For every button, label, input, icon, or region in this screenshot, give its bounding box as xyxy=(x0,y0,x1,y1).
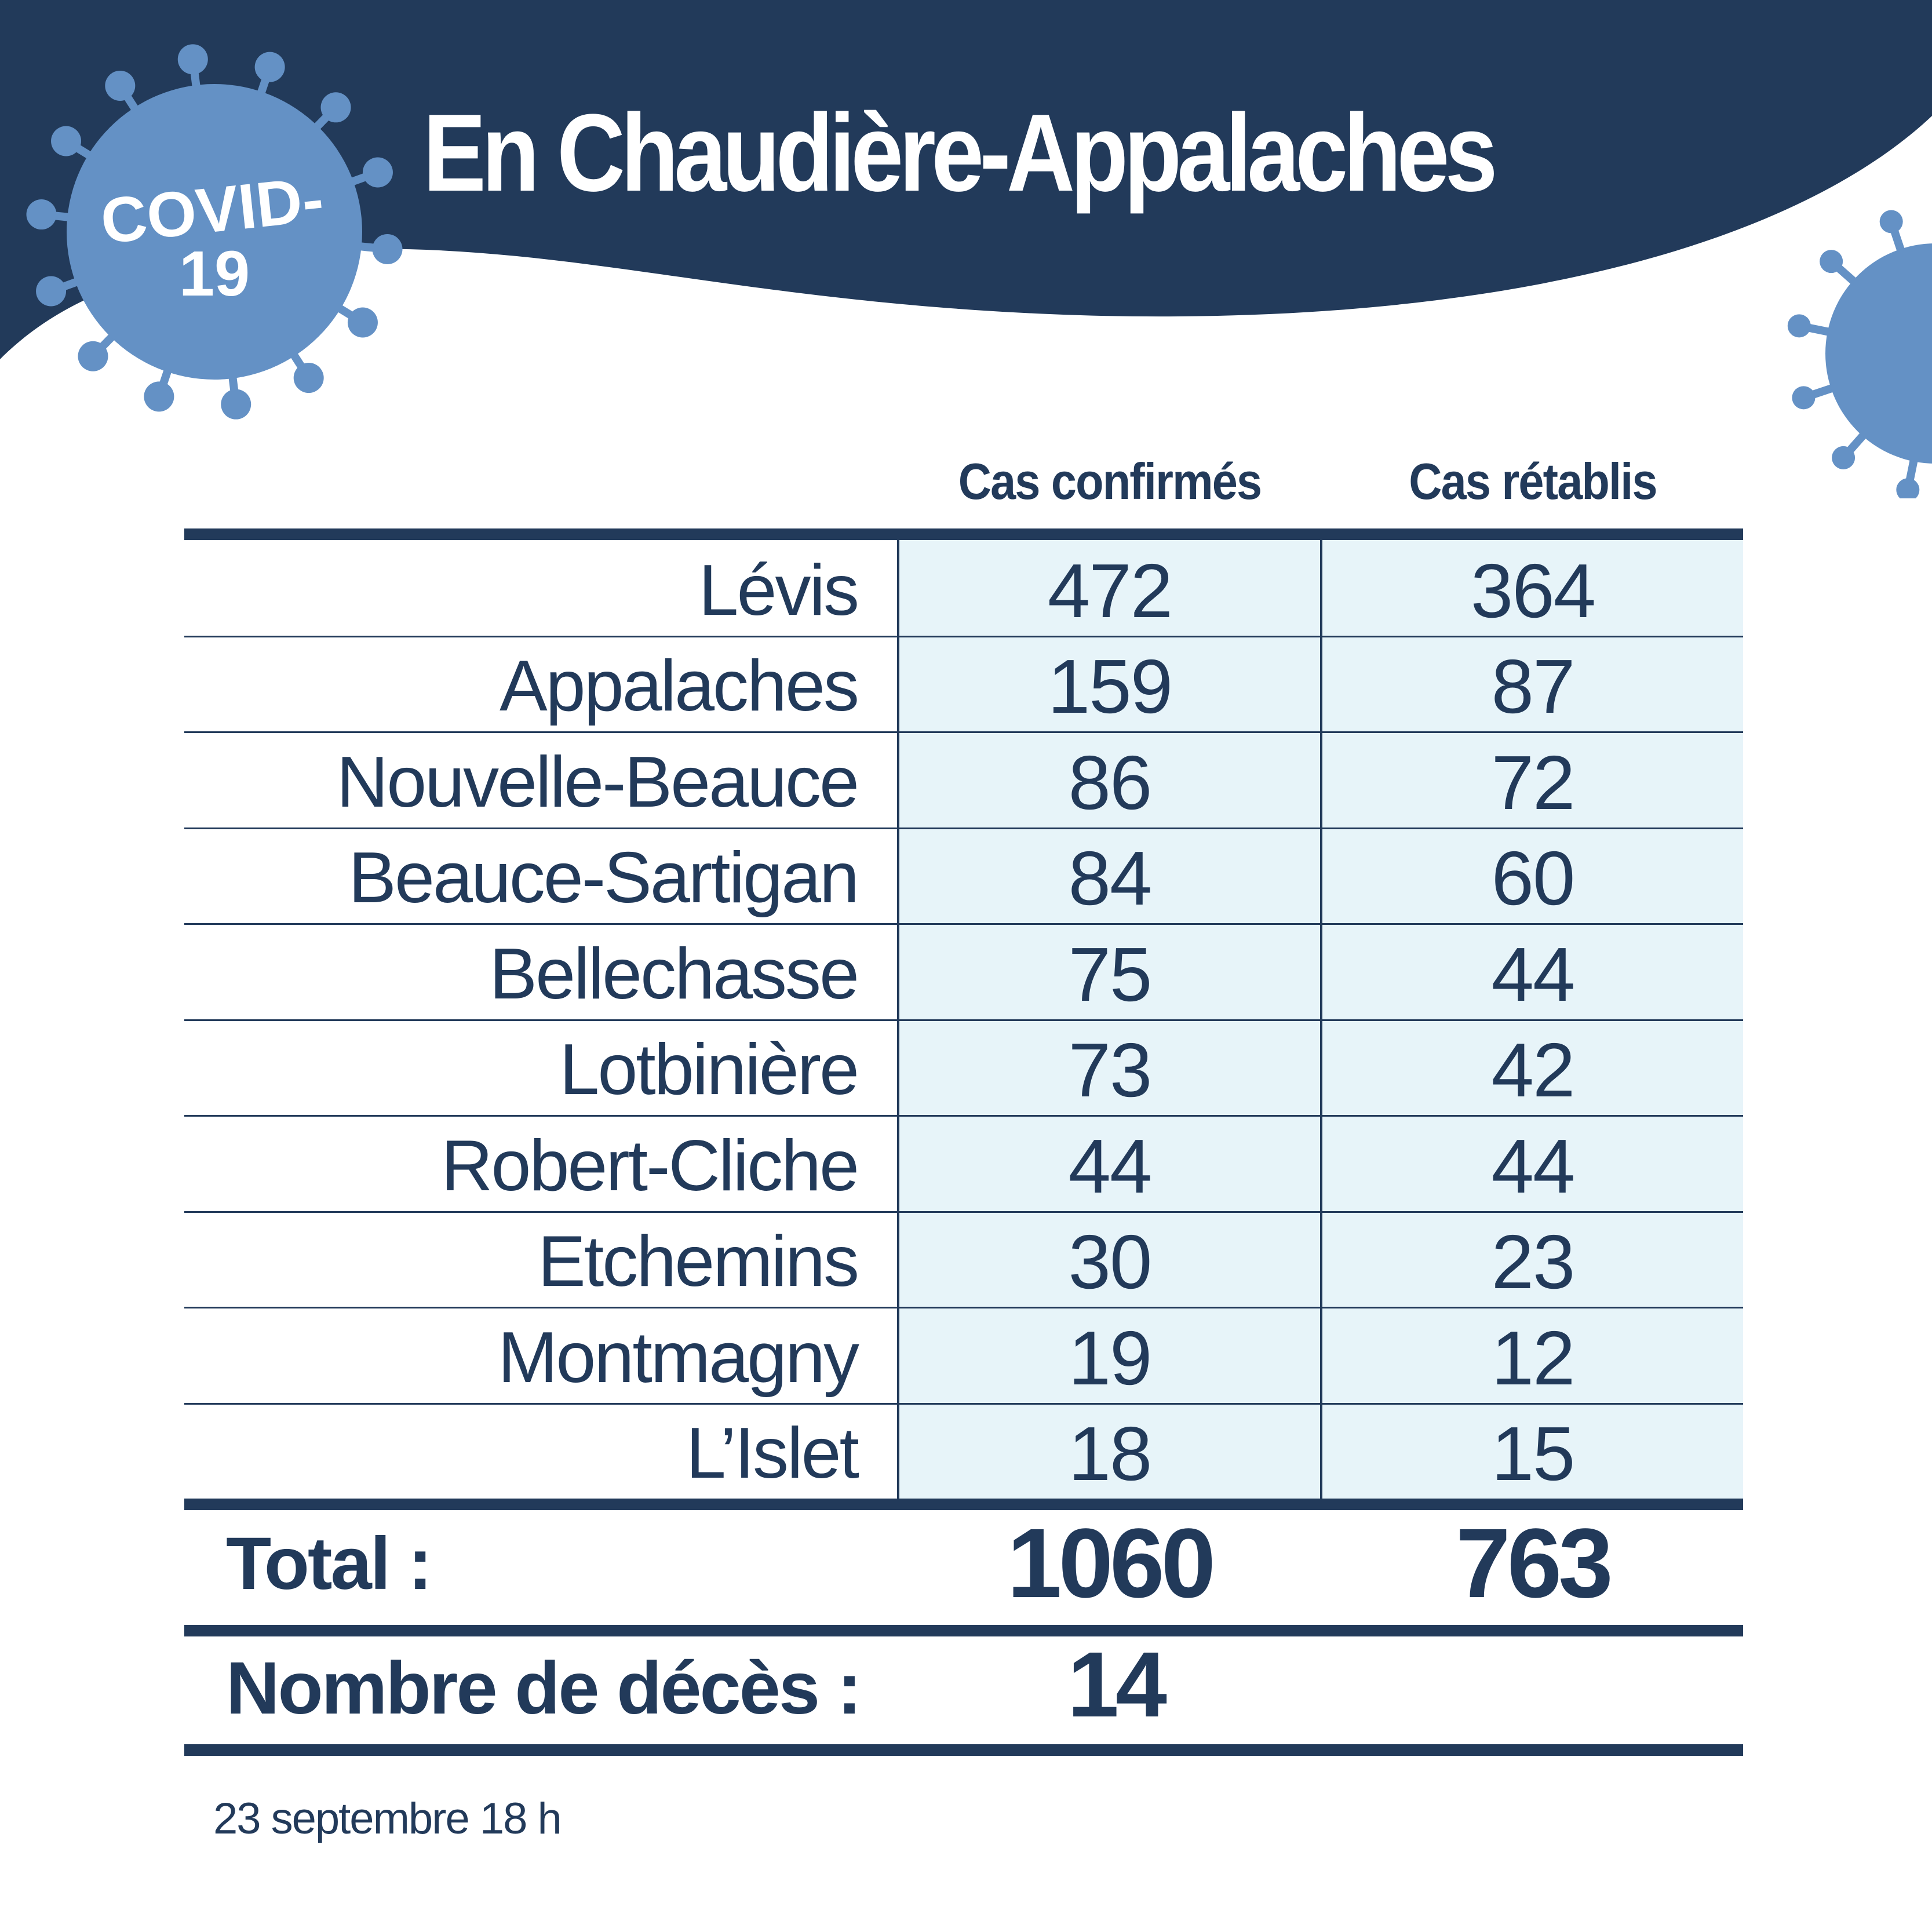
total-confirmed-value: 1060 xyxy=(1007,1508,1216,1618)
table-row: Montmagny 19 12 xyxy=(184,1310,1743,1406)
table-row: Nouvelle-Beauce 86 72 xyxy=(184,735,1743,830)
table-row: Etchemins 30 23 xyxy=(184,1214,1743,1310)
table-row: Beauce-Sartigan 84 60 xyxy=(184,830,1743,926)
region-name: Nouvelle-Beauce xyxy=(336,742,859,822)
row-divider xyxy=(184,1403,1743,1405)
table-row: Appalaches 159 87 xyxy=(184,639,1743,734)
total-rule xyxy=(184,1625,1743,1636)
recovered-value: 364 xyxy=(1470,548,1596,633)
virus-decoration-icon xyxy=(1787,210,1932,498)
confirmed-value: 18 xyxy=(1068,1411,1153,1496)
table-row: L’Islet 18 15 xyxy=(184,1406,1743,1501)
recovered-value: 72 xyxy=(1491,740,1576,825)
recovered-value: 15 xyxy=(1491,1411,1576,1496)
table-row: Robert-Cliche 44 44 xyxy=(184,1118,1743,1214)
deaths-label: Nombre de décès : xyxy=(226,1647,862,1730)
recovered-value: 12 xyxy=(1491,1315,1576,1401)
row-divider xyxy=(184,636,1743,637)
table-row: Lotbinière 73 42 xyxy=(184,1022,1743,1118)
column-header-recovered: Cas rétablis xyxy=(1409,453,1657,510)
row-divider xyxy=(184,828,1743,829)
row-divider xyxy=(184,923,1743,925)
total-label: Total : xyxy=(226,1522,432,1605)
recovered-value: 44 xyxy=(1491,932,1576,1017)
region-name: L’Islet xyxy=(686,1413,859,1493)
confirmed-value: 75 xyxy=(1068,932,1153,1017)
confirmed-value: 19 xyxy=(1068,1315,1153,1401)
region-name: Lévis xyxy=(698,551,859,630)
confirmed-value: 159 xyxy=(1047,644,1173,729)
recovered-value: 23 xyxy=(1491,1219,1576,1304)
confirmed-value: 44 xyxy=(1068,1124,1153,1209)
region-name: Robert-Cliche xyxy=(440,1126,859,1206)
row-divider xyxy=(184,731,1743,733)
row-divider xyxy=(184,1211,1743,1213)
row-divider xyxy=(184,1019,1743,1021)
region-name: Bellechasse xyxy=(489,934,859,1014)
table-row: Bellechasse 75 44 xyxy=(184,927,1743,1022)
deaths-rule xyxy=(184,1744,1743,1756)
recovered-value: 87 xyxy=(1491,644,1576,729)
recovered-value: 42 xyxy=(1491,1027,1576,1113)
confirmed-value: 84 xyxy=(1068,836,1153,921)
confirmed-value: 30 xyxy=(1068,1219,1153,1304)
table-row: Lévis 472 364 xyxy=(184,543,1743,639)
region-name: Beauce-Sartigan xyxy=(348,838,859,918)
covid-virus-icon: COVID- 19 xyxy=(26,44,403,420)
page-title: En Chaudière-Appalaches xyxy=(423,92,1498,214)
total-recovered-value: 763 xyxy=(1456,1508,1613,1618)
row-divider xyxy=(184,1115,1743,1117)
confirmed-value: 73 xyxy=(1068,1027,1153,1113)
badge-line2: 19 xyxy=(179,238,250,309)
column-header-confirmed: Cas confirmés xyxy=(958,453,1262,510)
region-name: Montmagny xyxy=(498,1318,859,1398)
header-banner xyxy=(0,0,1932,359)
recovered-value: 44 xyxy=(1491,1124,1576,1209)
confirmed-value: 472 xyxy=(1047,548,1173,633)
table-top-rule xyxy=(184,528,1743,540)
region-name: Etchemins xyxy=(538,1222,859,1302)
region-name: Appalaches xyxy=(499,646,859,726)
deaths-value: 14 xyxy=(1067,1632,1167,1736)
confirmed-value: 86 xyxy=(1068,740,1153,825)
table-bottom-rule xyxy=(184,1499,1743,1510)
region-name: Lotbinière xyxy=(559,1030,859,1110)
update-timestamp: 23 septembre 18 h xyxy=(213,1794,562,1843)
recovered-value: 60 xyxy=(1491,836,1576,921)
row-divider xyxy=(184,1307,1743,1308)
